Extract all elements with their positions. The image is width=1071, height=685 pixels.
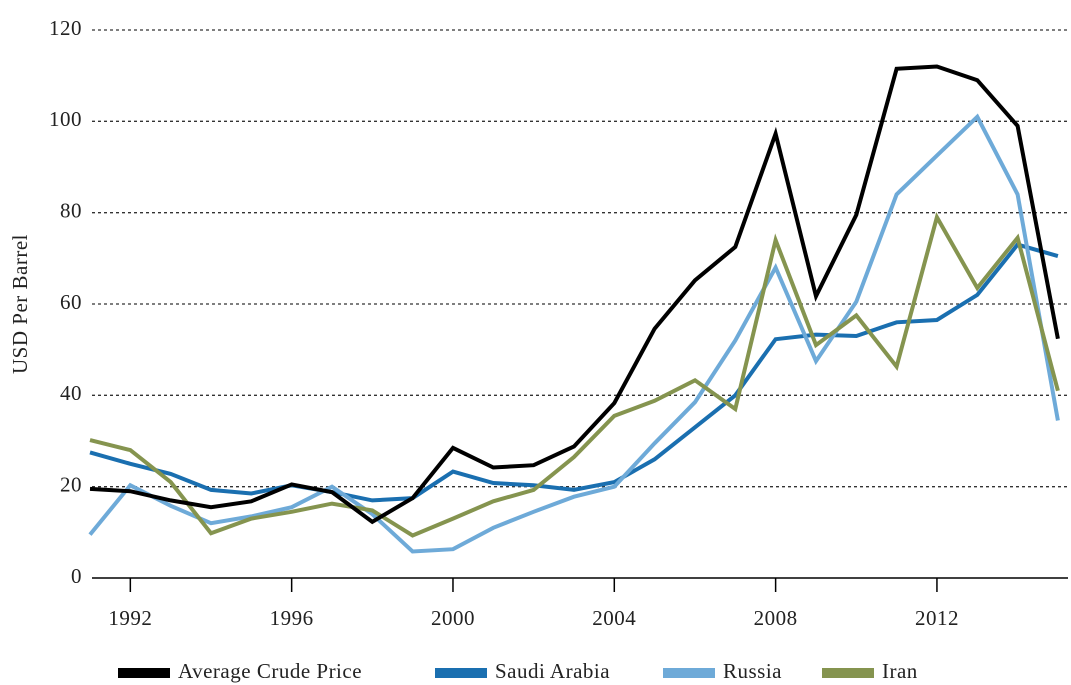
- y-tick-label: 100: [49, 107, 82, 131]
- legend-swatch: [118, 668, 170, 678]
- series-line: [89, 242, 1059, 503]
- y-tick-label: 120: [49, 16, 82, 40]
- x-tick-label: 2000: [431, 606, 475, 630]
- legend-swatch: [822, 668, 874, 678]
- series-line: [89, 64, 1060, 525]
- legend-label: Iran: [882, 659, 918, 683]
- x-tick-label: 2008: [754, 606, 798, 630]
- x-tick-label: 1996: [270, 606, 314, 630]
- legend-label: Average Crude Price: [178, 659, 362, 683]
- y-tick-label: 80: [60, 198, 82, 222]
- y-axis-label: USD Per Barrel: [8, 234, 32, 374]
- legend-label: Saudi Arabia: [495, 659, 610, 683]
- series-line: [89, 211, 1060, 538]
- y-tick-label: 60: [60, 290, 82, 314]
- legend-label: Russia: [723, 659, 782, 683]
- x-tick-label: 1992: [108, 606, 152, 630]
- x-tick-label: 2004: [592, 606, 636, 630]
- legend-swatch: [663, 668, 715, 678]
- series-line: [88, 113, 1060, 554]
- legend-swatch: [435, 668, 487, 678]
- y-tick-label: 0: [71, 564, 82, 588]
- x-tick-label: 2012: [915, 606, 959, 630]
- y-tick-label: 40: [60, 381, 82, 405]
- y-tick-label: 20: [60, 472, 82, 496]
